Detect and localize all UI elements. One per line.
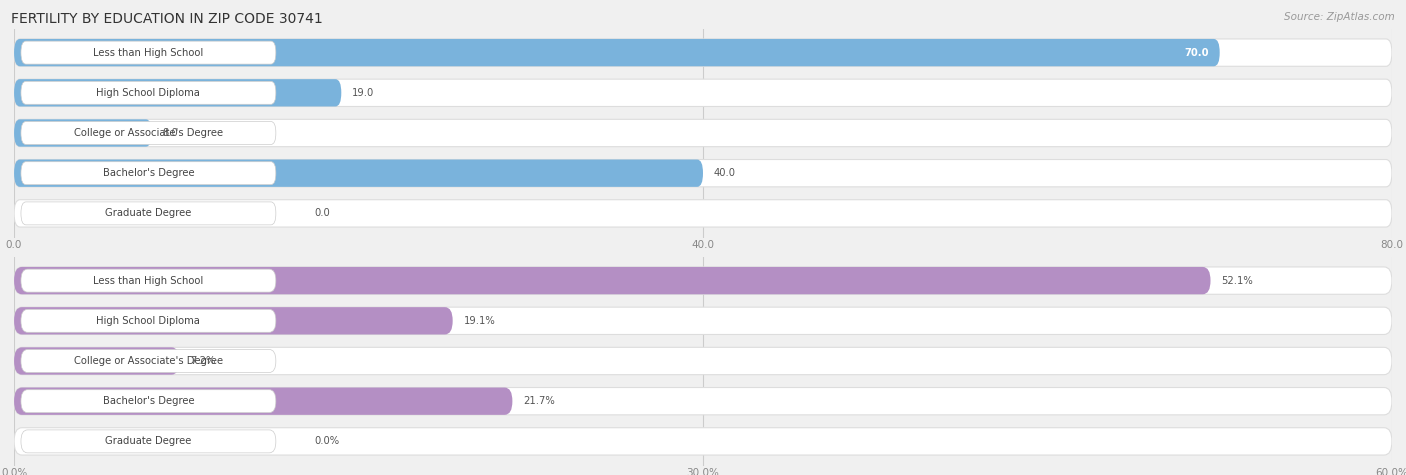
Text: 8.0: 8.0 bbox=[163, 128, 179, 138]
FancyBboxPatch shape bbox=[21, 350, 276, 372]
Text: FERTILITY BY EDUCATION IN ZIP CODE 30741: FERTILITY BY EDUCATION IN ZIP CODE 30741 bbox=[11, 12, 323, 26]
FancyBboxPatch shape bbox=[21, 122, 276, 144]
FancyBboxPatch shape bbox=[21, 162, 276, 185]
FancyBboxPatch shape bbox=[21, 81, 276, 104]
Text: Less than High School: Less than High School bbox=[93, 276, 204, 285]
FancyBboxPatch shape bbox=[14, 388, 512, 415]
FancyBboxPatch shape bbox=[21, 269, 276, 292]
FancyBboxPatch shape bbox=[21, 390, 276, 413]
FancyBboxPatch shape bbox=[14, 388, 1392, 415]
Text: 19.1%: 19.1% bbox=[464, 316, 495, 326]
Text: High School Diploma: High School Diploma bbox=[97, 316, 200, 326]
FancyBboxPatch shape bbox=[14, 79, 1392, 106]
Text: Source: ZipAtlas.com: Source: ZipAtlas.com bbox=[1284, 12, 1395, 22]
FancyBboxPatch shape bbox=[14, 307, 453, 334]
Text: 21.7%: 21.7% bbox=[523, 396, 555, 406]
FancyBboxPatch shape bbox=[14, 160, 1392, 187]
FancyBboxPatch shape bbox=[21, 430, 276, 453]
Text: Bachelor's Degree: Bachelor's Degree bbox=[103, 396, 194, 406]
FancyBboxPatch shape bbox=[14, 160, 703, 187]
FancyBboxPatch shape bbox=[14, 200, 1392, 227]
FancyBboxPatch shape bbox=[21, 41, 276, 64]
FancyBboxPatch shape bbox=[14, 79, 342, 106]
Text: 52.1%: 52.1% bbox=[1222, 276, 1253, 285]
Text: Graduate Degree: Graduate Degree bbox=[105, 437, 191, 446]
FancyBboxPatch shape bbox=[14, 307, 1392, 334]
FancyBboxPatch shape bbox=[14, 428, 1392, 455]
FancyBboxPatch shape bbox=[21, 202, 276, 225]
Text: 19.0: 19.0 bbox=[353, 88, 374, 98]
Text: 40.0: 40.0 bbox=[714, 168, 735, 178]
Text: College or Associate's Degree: College or Associate's Degree bbox=[75, 356, 224, 366]
FancyBboxPatch shape bbox=[14, 119, 1392, 147]
Text: High School Diploma: High School Diploma bbox=[97, 88, 200, 98]
FancyBboxPatch shape bbox=[14, 39, 1219, 66]
Text: Less than High School: Less than High School bbox=[93, 48, 204, 57]
FancyBboxPatch shape bbox=[21, 309, 276, 332]
Text: 0.0: 0.0 bbox=[315, 209, 330, 218]
Text: 0.0%: 0.0% bbox=[315, 437, 340, 446]
FancyBboxPatch shape bbox=[14, 347, 180, 375]
FancyBboxPatch shape bbox=[14, 347, 1392, 375]
Text: College or Associate's Degree: College or Associate's Degree bbox=[75, 128, 224, 138]
Text: Bachelor's Degree: Bachelor's Degree bbox=[103, 168, 194, 178]
Text: 7.2%: 7.2% bbox=[190, 356, 215, 366]
FancyBboxPatch shape bbox=[14, 267, 1392, 294]
FancyBboxPatch shape bbox=[14, 39, 1392, 66]
FancyBboxPatch shape bbox=[14, 119, 152, 147]
FancyBboxPatch shape bbox=[14, 267, 1211, 294]
Text: Graduate Degree: Graduate Degree bbox=[105, 209, 191, 218]
Text: 70.0: 70.0 bbox=[1184, 48, 1209, 57]
